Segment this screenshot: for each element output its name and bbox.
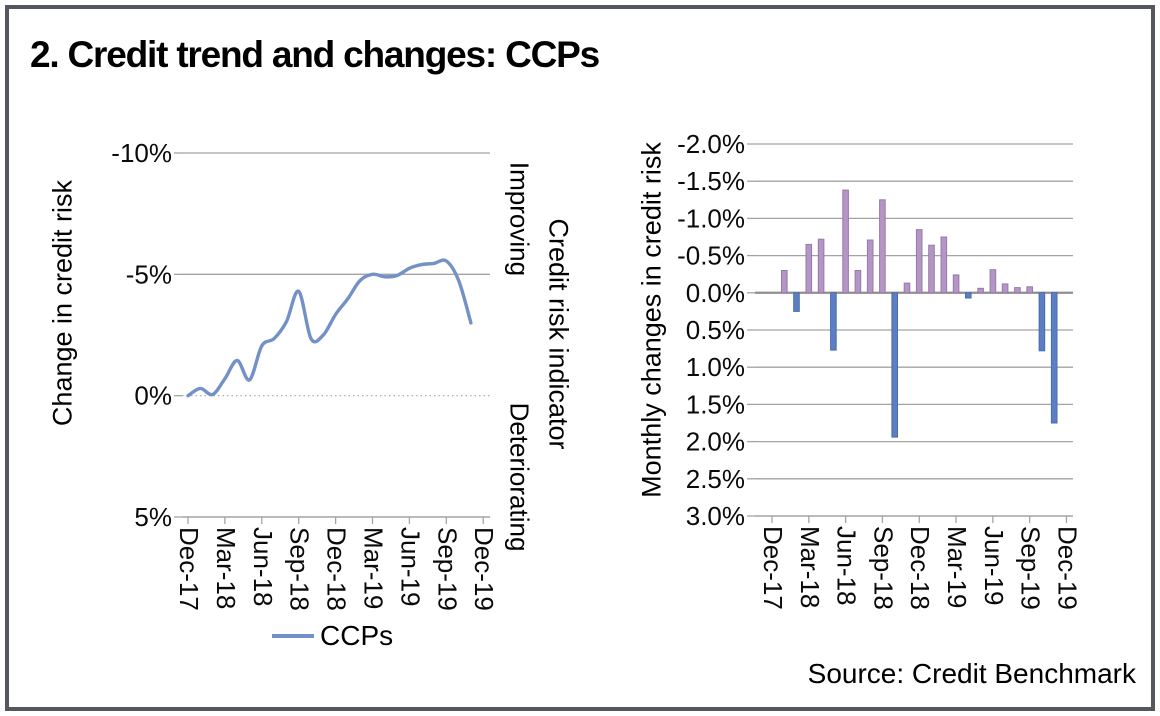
legend: CCPs [272, 620, 393, 652]
svg-text:0.0%: 0.0% [686, 278, 745, 308]
bar-nov-19 [1050, 292, 1058, 424]
deteriorating-annotation: Deteriorating [504, 402, 535, 552]
bar-chart-grid: -2.0% -1.5% -1.0% -0.5% 0.0% 0.5% 1.0% 1.5% 2.0%… [677, 129, 1073, 531]
bar-jan-18 [781, 270, 788, 294]
bar-chart-x-axis: Dec-17 Mar-18 Jun-18 Sep-18 Dec-18 Mar-19 Jun-… [758, 516, 1082, 610]
svg-text:Sep-19: Sep-19 [1016, 526, 1046, 610]
page-title: 2. Credit trend and changes: CCPs [30, 34, 600, 75]
svg-text:Dec-19: Dec-19 [1052, 526, 1082, 610]
svg-text:Mar-19: Mar-19 [359, 527, 389, 609]
svg-text:5%: 5% [134, 502, 172, 532]
svg-text:1.0%: 1.0% [686, 352, 745, 382]
bar-mar-18 [805, 243, 813, 294]
svg-text:-10%: -10% [111, 138, 172, 168]
bar-aug-18 [866, 239, 874, 294]
credit-risk-indicator-annotation: Credit risk indicator [543, 218, 574, 450]
svg-text:Sep-18: Sep-18 [285, 527, 315, 611]
svg-text:Mar-18: Mar-18 [211, 527, 241, 609]
svg-text:-1.0%: -1.0% [677, 203, 745, 233]
svg-text:Dec-18: Dec-18 [905, 526, 935, 610]
bar-jan-19 [928, 244, 935, 294]
svg-text:Jun-19: Jun-19 [979, 526, 1009, 606]
bar-apr-19 [965, 292, 972, 299]
svg-text:Dec-18: Dec-18 [322, 527, 352, 611]
improving-annotation: Improving [504, 161, 535, 277]
bar-feb-18 [793, 292, 800, 312]
svg-text:3.0%: 3.0% [686, 501, 745, 531]
bar-jun-18 [842, 189, 849, 294]
legend-label: CCPs [320, 620, 394, 651]
svg-text:2.0%: 2.0% [686, 427, 745, 457]
bar-jul-18 [854, 270, 862, 294]
svg-text:Jun-18: Jun-18 [248, 527, 278, 607]
bar-chart-bars [781, 189, 1058, 438]
svg-text:Mar-18: Mar-18 [795, 526, 825, 608]
bar-mar-19 [952, 274, 960, 294]
svg-text:-1.5%: -1.5% [677, 166, 745, 196]
svg-text:1.5%: 1.5% [686, 389, 745, 419]
svg-text:Sep-18: Sep-18 [868, 526, 898, 610]
source-attribution: Source: Credit Benchmark [807, 658, 1136, 689]
bar-apr-18 [817, 238, 825, 294]
legend-line-swatch [272, 634, 314, 638]
bar-may-19 [977, 287, 984, 294]
svg-text:0.5%: 0.5% [686, 315, 745, 345]
svg-text:Dec-19: Dec-19 [469, 527, 499, 611]
svg-text:-2.0%: -2.0% [677, 129, 745, 159]
bar-oct-18 [891, 292, 899, 438]
bar-jul-19 [1001, 283, 1009, 294]
svg-text:Dec-17: Dec-17 [758, 526, 788, 610]
bar-oct-19 [1038, 292, 1046, 352]
right-chart-y-axis-title: Monthly changes in credit risk [636, 142, 667, 498]
line-chart-series-ccps [186, 258, 473, 398]
left-chart-y-axis-title: Change in credit risk [47, 179, 78, 427]
svg-text:Dec-17: Dec-17 [174, 527, 204, 611]
line-chart-grid: -10% -5% 0% 5% [111, 138, 490, 532]
svg-text:Sep-19: Sep-19 [432, 527, 462, 611]
bar-feb-19 [940, 236, 948, 294]
bar-jun-19 [989, 269, 997, 294]
bar-sep-19 [1026, 286, 1034, 294]
svg-text:2.5%: 2.5% [686, 464, 745, 494]
svg-text:Mar-19: Mar-19 [942, 526, 972, 608]
line-chart-x-axis: Dec-17 Mar-18 Jun-18 Sep-18 Dec-18 Mar-19 Jun-… [174, 517, 499, 611]
bar-nov-18 [903, 282, 911, 294]
bar-sep-18 [879, 199, 886, 294]
svg-text:-0.5%: -0.5% [677, 241, 745, 271]
bar-may-18 [830, 292, 837, 351]
bar-aug-19 [1014, 287, 1021, 294]
svg-text:Jun-18: Jun-18 [832, 526, 862, 606]
svg-text:0%: 0% [134, 381, 172, 411]
svg-text:-5%: -5% [126, 259, 172, 289]
svg-text:Jun-19: Jun-19 [395, 527, 425, 607]
bar-dec-18 [915, 229, 923, 294]
